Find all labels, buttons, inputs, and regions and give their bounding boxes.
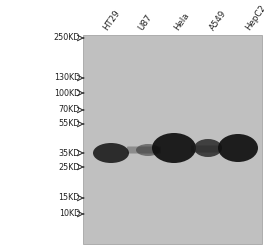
- Text: 25KD: 25KD: [59, 162, 80, 172]
- Bar: [83, 35, 262, 244]
- Text: U87: U87: [137, 12, 154, 32]
- Text: 55KD: 55KD: [59, 120, 80, 128]
- Text: Hela: Hela: [172, 11, 191, 32]
- Text: 15KD: 15KD: [59, 194, 80, 202]
- Text: 250KD: 250KD: [54, 34, 80, 42]
- Text: A549: A549: [208, 8, 228, 32]
- Ellipse shape: [218, 134, 258, 162]
- Ellipse shape: [194, 139, 222, 157]
- Text: 10KD: 10KD: [59, 210, 80, 218]
- FancyBboxPatch shape: [127, 146, 161, 154]
- Ellipse shape: [152, 133, 196, 163]
- Ellipse shape: [93, 143, 129, 163]
- Text: HepC2: HepC2: [244, 3, 264, 32]
- Text: 130KD: 130KD: [54, 74, 80, 82]
- Text: HT29: HT29: [101, 8, 121, 32]
- FancyBboxPatch shape: [191, 146, 219, 152]
- Text: 70KD: 70KD: [59, 106, 80, 114]
- Text: 100KD: 100KD: [54, 88, 80, 98]
- Text: 35KD: 35KD: [59, 148, 80, 158]
- Ellipse shape: [136, 144, 160, 156]
